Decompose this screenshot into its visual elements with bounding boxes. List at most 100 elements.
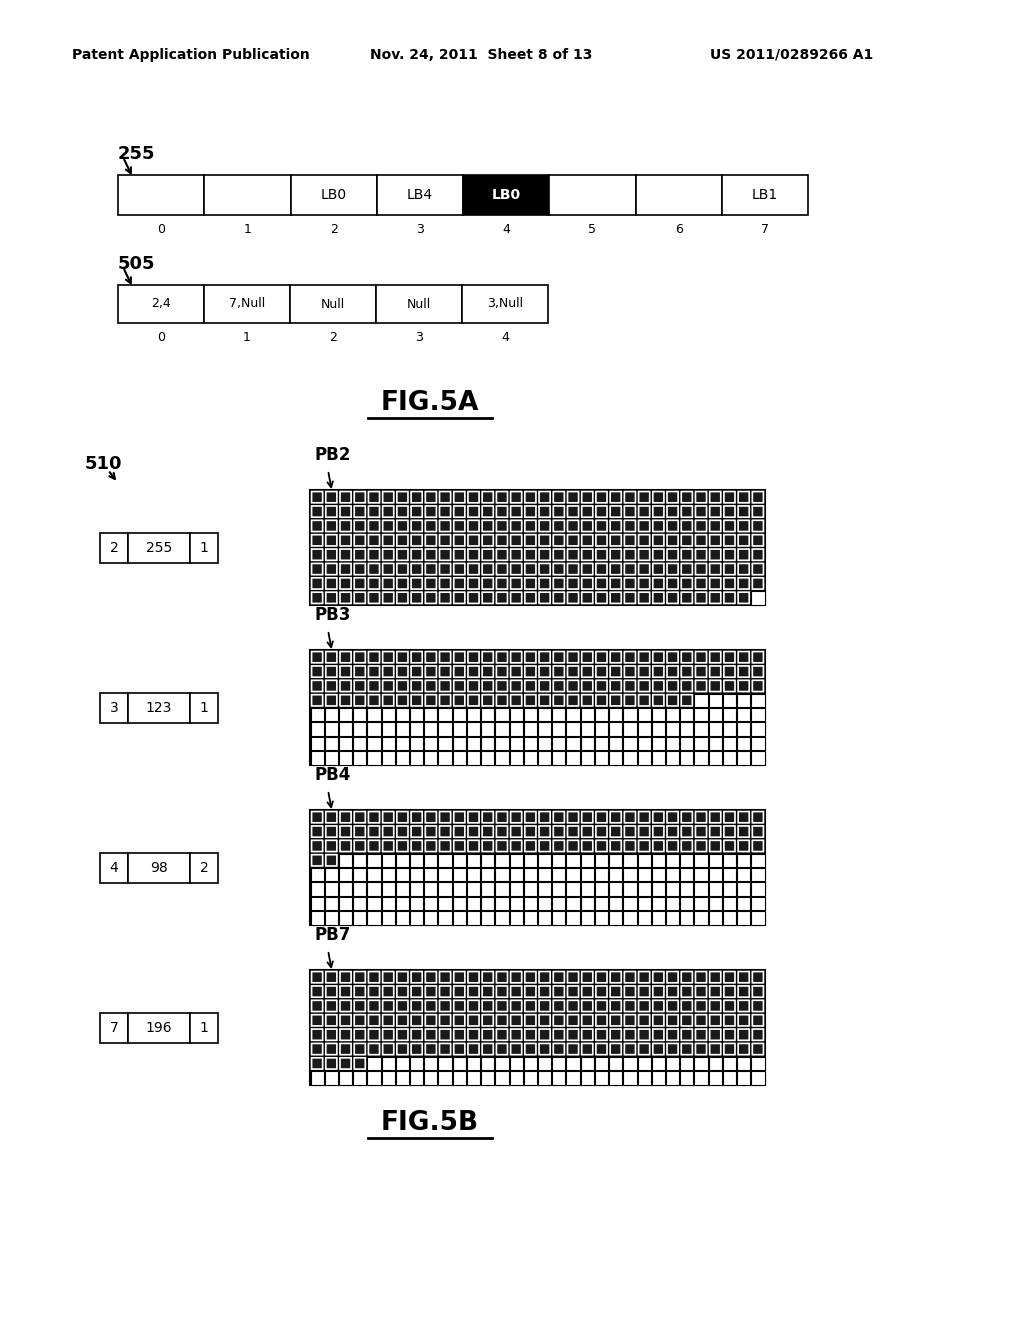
FancyBboxPatch shape (426, 492, 435, 502)
FancyBboxPatch shape (426, 578, 435, 589)
Bar (339, 854, 352, 867)
FancyBboxPatch shape (455, 1001, 464, 1011)
Bar (752, 737, 765, 750)
FancyBboxPatch shape (469, 841, 478, 850)
FancyBboxPatch shape (739, 652, 749, 661)
FancyBboxPatch shape (384, 550, 393, 560)
Bar (100, 693, 128, 722)
FancyBboxPatch shape (754, 812, 763, 822)
Bar (310, 708, 324, 721)
Bar (609, 869, 623, 882)
FancyBboxPatch shape (353, 680, 367, 693)
FancyBboxPatch shape (355, 521, 365, 531)
FancyBboxPatch shape (667, 491, 679, 504)
FancyBboxPatch shape (611, 667, 621, 676)
FancyBboxPatch shape (597, 652, 606, 661)
FancyBboxPatch shape (341, 550, 350, 560)
Bar (310, 751, 324, 764)
FancyBboxPatch shape (667, 1043, 679, 1056)
FancyBboxPatch shape (525, 973, 536, 982)
FancyBboxPatch shape (370, 652, 379, 661)
Bar (310, 722, 324, 735)
FancyBboxPatch shape (566, 1028, 580, 1041)
Bar (549, 176, 636, 215)
FancyBboxPatch shape (554, 667, 563, 676)
FancyBboxPatch shape (539, 491, 551, 504)
FancyBboxPatch shape (341, 667, 350, 676)
FancyBboxPatch shape (396, 810, 409, 824)
FancyBboxPatch shape (639, 578, 649, 589)
FancyBboxPatch shape (739, 667, 749, 676)
FancyBboxPatch shape (638, 825, 650, 838)
FancyBboxPatch shape (611, 1030, 621, 1039)
FancyBboxPatch shape (583, 681, 592, 690)
FancyBboxPatch shape (483, 987, 493, 997)
FancyBboxPatch shape (312, 593, 322, 603)
FancyBboxPatch shape (539, 985, 551, 998)
FancyBboxPatch shape (752, 491, 764, 504)
FancyBboxPatch shape (411, 577, 423, 590)
FancyBboxPatch shape (611, 826, 621, 837)
FancyBboxPatch shape (611, 987, 621, 997)
Text: 2: 2 (329, 331, 337, 345)
FancyBboxPatch shape (624, 533, 636, 546)
FancyBboxPatch shape (426, 521, 435, 531)
FancyBboxPatch shape (397, 521, 408, 531)
FancyBboxPatch shape (609, 680, 623, 693)
Bar (524, 751, 537, 764)
FancyBboxPatch shape (568, 841, 578, 850)
FancyBboxPatch shape (312, 1015, 322, 1026)
FancyBboxPatch shape (353, 825, 367, 838)
FancyBboxPatch shape (682, 521, 691, 531)
FancyBboxPatch shape (581, 810, 594, 824)
FancyBboxPatch shape (597, 1015, 606, 1026)
Bar (737, 737, 751, 750)
Bar (524, 1071, 537, 1085)
FancyBboxPatch shape (382, 694, 394, 706)
FancyBboxPatch shape (312, 855, 322, 865)
FancyBboxPatch shape (539, 533, 551, 546)
Bar (382, 1071, 395, 1085)
FancyBboxPatch shape (597, 593, 606, 603)
Bar (651, 896, 665, 909)
Bar (496, 722, 509, 735)
FancyBboxPatch shape (370, 507, 379, 516)
FancyBboxPatch shape (540, 812, 549, 822)
FancyBboxPatch shape (552, 1028, 565, 1041)
FancyBboxPatch shape (624, 985, 636, 998)
FancyBboxPatch shape (481, 680, 495, 693)
Bar (396, 869, 409, 882)
FancyBboxPatch shape (524, 506, 537, 517)
FancyBboxPatch shape (639, 536, 649, 545)
FancyBboxPatch shape (552, 533, 565, 546)
FancyBboxPatch shape (711, 812, 720, 822)
Bar (709, 751, 722, 764)
FancyBboxPatch shape (652, 651, 665, 664)
FancyBboxPatch shape (496, 506, 508, 517)
Bar (624, 896, 637, 909)
FancyBboxPatch shape (694, 825, 708, 838)
FancyBboxPatch shape (611, 564, 621, 574)
FancyBboxPatch shape (368, 1014, 380, 1027)
FancyBboxPatch shape (552, 810, 565, 824)
FancyBboxPatch shape (455, 492, 464, 502)
FancyBboxPatch shape (396, 840, 409, 853)
FancyBboxPatch shape (397, 536, 408, 545)
FancyBboxPatch shape (540, 973, 549, 982)
Bar (481, 1057, 495, 1071)
FancyBboxPatch shape (667, 520, 679, 532)
FancyBboxPatch shape (341, 1044, 350, 1053)
Bar (723, 1057, 736, 1071)
FancyBboxPatch shape (496, 810, 508, 824)
FancyBboxPatch shape (709, 520, 722, 532)
FancyBboxPatch shape (425, 1043, 437, 1056)
FancyBboxPatch shape (680, 999, 693, 1012)
Bar (396, 1071, 409, 1085)
FancyBboxPatch shape (327, 521, 336, 531)
Bar (382, 737, 395, 750)
FancyBboxPatch shape (711, 1001, 720, 1011)
FancyBboxPatch shape (481, 533, 495, 546)
FancyBboxPatch shape (412, 492, 421, 502)
FancyBboxPatch shape (310, 665, 324, 678)
Bar (524, 722, 537, 735)
